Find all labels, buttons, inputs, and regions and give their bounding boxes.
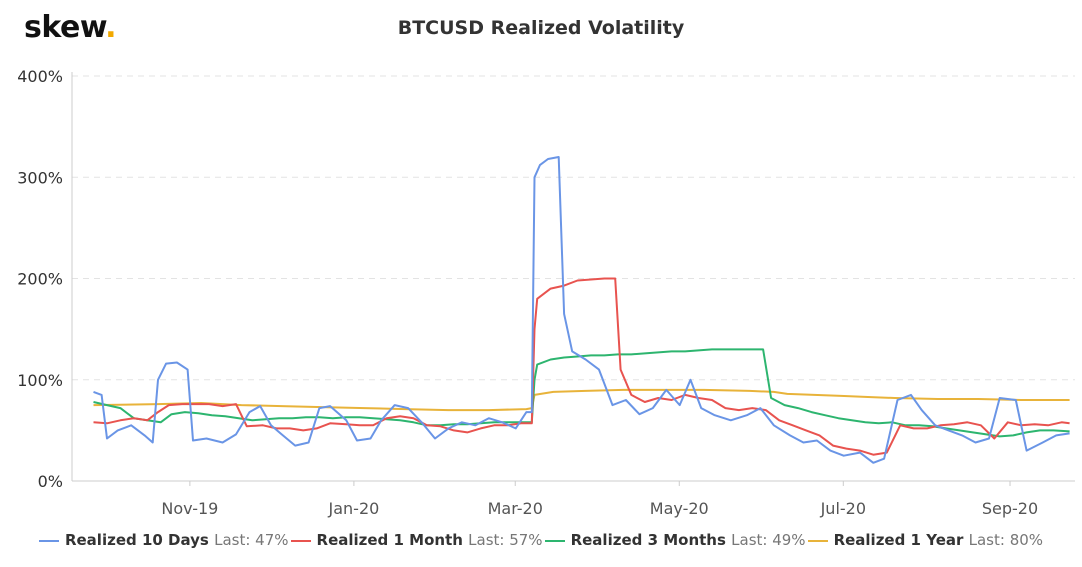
x-tick-label: Jan-20 <box>328 499 380 518</box>
x-tick-label: Jul-20 <box>820 499 866 518</box>
series-line-realized-1-year <box>93 388 1070 412</box>
legend: Realized 10 Days Last: 47% Realized 1 Mon… <box>0 531 1082 549</box>
legend-item-realized-10-days[interactable]: Realized 10 Days Last: 47% <box>38 531 289 549</box>
series-line-realized-3-months <box>93 348 1070 438</box>
y-tick-label: 400% <box>17 67 63 86</box>
legend-last-value: Last: 80% <box>968 531 1044 549</box>
y-tick-label: 100% <box>17 371 63 390</box>
x-tick-label: Sep-20 <box>982 499 1038 518</box>
legend-last-value: Last: 49% <box>731 531 806 549</box>
legend-series-name: Realized 3 Months <box>570 531 732 549</box>
series-line-realized-1-month <box>93 277 1070 456</box>
legend-last-value: Last: 57% <box>468 531 543 549</box>
skew-logo: skew. <box>24 10 117 45</box>
logo-text: skew <box>24 10 106 45</box>
legend-series-name: Realized 1 Year <box>833 531 969 549</box>
legend-series-name: Realized 10 Days <box>64 531 215 549</box>
volatility-chart: 0% 100% 200% 300% 400% Nov-19 Jan-20 Mar-20 May-… <box>17 67 1075 518</box>
y-tick-label: 0% <box>38 472 63 491</box>
series-line-realized-10-days <box>93 156 1070 464</box>
chart-title: BTCUSD Realized Volatility <box>397 17 685 39</box>
x-tick-label: Nov-19 <box>161 499 218 518</box>
legend-item-realized-3-months[interactable]: Realized 3 Months Last: 49% <box>544 531 806 549</box>
legend-swatch <box>290 539 311 542</box>
x-tick-label: May-20 <box>650 499 709 518</box>
x-tick-label: Mar-20 <box>488 499 543 518</box>
logo-dot: . <box>105 10 117 45</box>
legend-series-name: Realized 1 Month <box>316 531 469 549</box>
legend-swatch <box>38 539 59 542</box>
y-tick-label: 300% <box>17 168 63 187</box>
legend-last-value: Last: 47% <box>214 531 289 549</box>
y-tick-label: 200% <box>17 270 63 289</box>
legend-swatch <box>544 539 565 542</box>
legend-item-realized-1-month[interactable]: Realized 1 Month Last: 57% <box>290 531 543 549</box>
legend-swatch <box>807 539 828 542</box>
legend-item-realized-1-year[interactable]: Realized 1 Year Last: 80% <box>807 531 1044 549</box>
